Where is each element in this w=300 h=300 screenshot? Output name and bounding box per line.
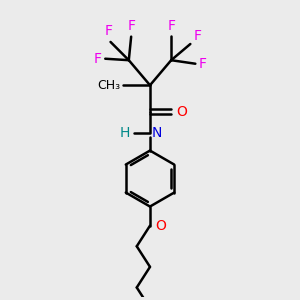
Text: O: O	[155, 219, 166, 233]
Text: F: F	[199, 57, 207, 71]
Text: F: F	[127, 19, 135, 33]
Text: CH₃: CH₃	[97, 79, 120, 92]
Text: H: H	[120, 126, 130, 140]
Text: F: F	[94, 52, 102, 66]
Text: N: N	[152, 126, 162, 140]
Text: F: F	[194, 28, 202, 43]
Text: O: O	[176, 105, 188, 119]
Text: F: F	[105, 24, 113, 38]
Text: F: F	[167, 19, 175, 32]
